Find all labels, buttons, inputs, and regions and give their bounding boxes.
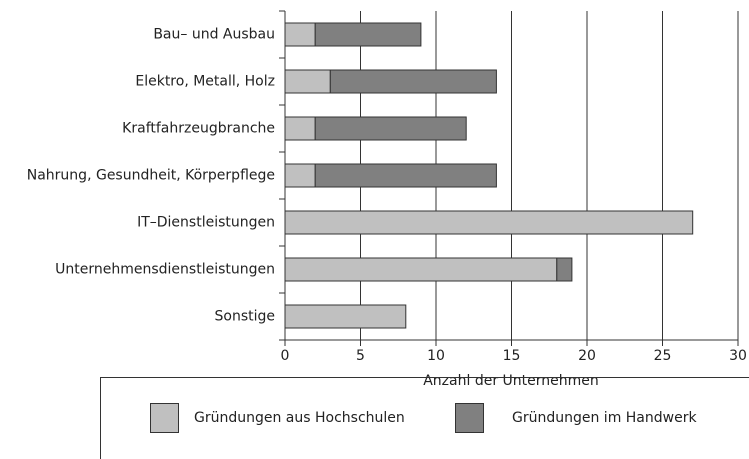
bar-segment [556, 257, 573, 282]
x-tick-label: 15 [503, 348, 521, 364]
bar-segment [314, 163, 497, 188]
bar-segment [329, 69, 497, 94]
bar-segment [284, 210, 694, 235]
bar-segment [314, 22, 422, 47]
legend-box [100, 377, 749, 459]
bar-segment [284, 22, 316, 47]
bar-segment [284, 116, 316, 141]
y-tick-label: Sonstige [215, 309, 276, 325]
y-tick-label: Unternehmensdienstleistungen [55, 262, 275, 278]
y-tick-label: Kraftfahrzeugbranche [122, 121, 275, 137]
legend-label: Gründungen im Handwerk [512, 410, 697, 426]
x-axis-label: Anzahl der Unternehmen [423, 373, 599, 389]
y-tick-label: Elektro, Metall, Holz [135, 74, 275, 90]
bar-segment [284, 69, 331, 94]
x-tick-label: 5 [356, 348, 365, 364]
legend-swatch [455, 403, 484, 433]
bar-segment [284, 163, 316, 188]
x-tick-label: 25 [654, 348, 672, 364]
x-tick-label: 0 [281, 348, 290, 364]
bar-segment [284, 257, 558, 282]
x-tick-label: 10 [427, 348, 445, 364]
x-tick-label: 20 [578, 348, 596, 364]
bar-segment [284, 304, 407, 329]
y-tick-label: IT–Dienstleistungen [137, 215, 275, 231]
legend-swatch [150, 403, 179, 433]
bar-segment [314, 116, 467, 141]
legend-label: Gründungen aus Hochschulen [194, 410, 405, 426]
y-tick-label: Bau– und Ausbau [153, 27, 275, 43]
y-tick-label: Nahrung, Gesundheit, Körperpflege [27, 168, 275, 184]
x-tick-label: 30 [729, 348, 747, 364]
